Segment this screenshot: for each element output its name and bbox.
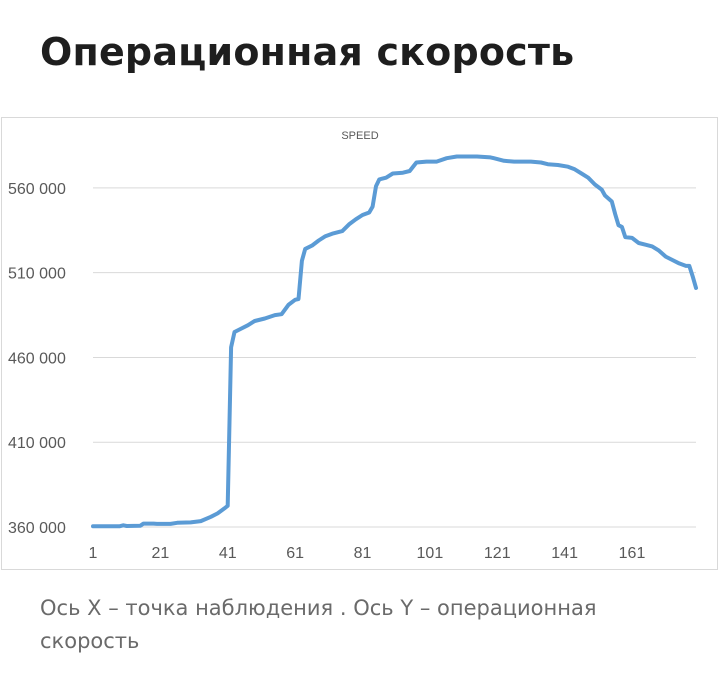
x-tick-label: 1	[89, 545, 98, 562]
y-tick-label: 560 000	[8, 181, 66, 198]
page-title: Операционная скорость	[40, 30, 575, 74]
x-tick-label: 101	[417, 545, 444, 562]
x-tick-label: 41	[219, 545, 237, 562]
speed-series-line	[91, 154, 698, 529]
x-tick-label: 141	[551, 545, 578, 562]
y-tick-label: 360 000	[8, 520, 66, 537]
x-tick-label: 81	[354, 545, 372, 562]
x-tick-label: 161	[619, 545, 646, 562]
x-tick-label: 21	[151, 545, 169, 562]
y-tick-label: 410 000	[8, 435, 66, 452]
x-tick-label: 121	[484, 545, 511, 562]
y-tick-label: 510 000	[8, 266, 66, 283]
x-tick-label: 61	[286, 545, 304, 562]
chart-area: 360 000 410 000 460 000 510 000 560 000 1 21 41…	[1, 117, 718, 570]
chart-caption: Ось X – точка наблюдения . Ось Y – опера…	[40, 596, 597, 653]
y-tick-label: 460 000	[8, 350, 66, 367]
chart-title: SPEED	[341, 130, 378, 142]
